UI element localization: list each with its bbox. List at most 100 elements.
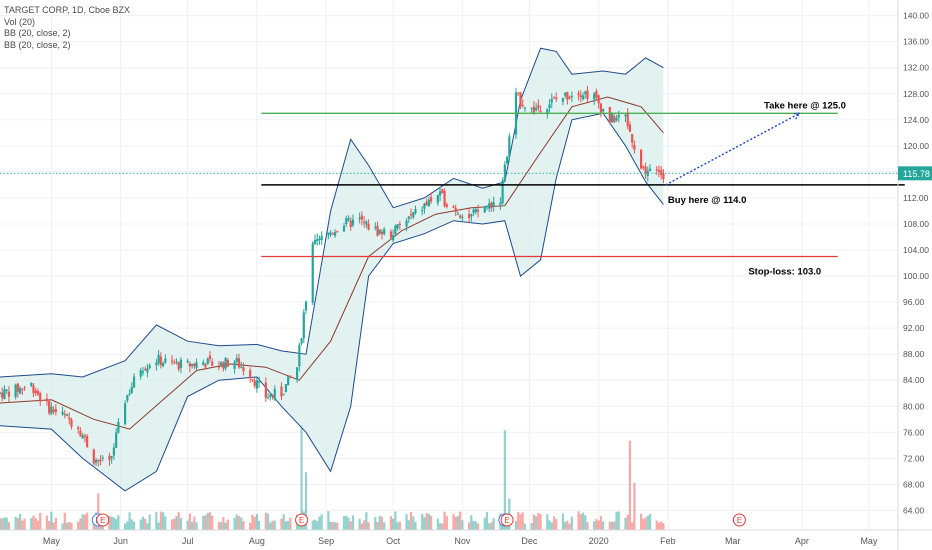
volume-bar (54, 517, 57, 530)
volume-bar (16, 518, 19, 530)
candle-body (68, 417, 71, 420)
candle-body (430, 197, 433, 202)
candle-body (363, 221, 366, 223)
bollinger-bands-layer (0, 47, 664, 492)
candle-body (132, 376, 136, 388)
candle-body (39, 393, 42, 402)
candle-body (202, 362, 205, 366)
candle-body (36, 391, 40, 395)
volume-bar (436, 518, 439, 530)
candle-body (468, 214, 471, 218)
candle-body (159, 356, 162, 366)
volume-bar (441, 523, 444, 530)
candle-body (206, 358, 209, 365)
y-tick-label: 68.00 (903, 479, 925, 489)
volume-bar (392, 518, 395, 530)
candle-body (564, 92, 567, 96)
candle-body (14, 384, 17, 398)
candle-body (577, 93, 580, 96)
candle-body (470, 214, 473, 217)
candle-body (438, 191, 442, 196)
volume-bar (224, 522, 227, 530)
candle-body (226, 359, 229, 367)
candle-body (141, 371, 145, 373)
candle-body (521, 104, 524, 107)
volume-bar (195, 522, 198, 530)
y-tick-label: 80.00 (903, 401, 925, 411)
candle-body (349, 220, 352, 227)
candle-body (459, 215, 462, 218)
candle-body (282, 394, 285, 396)
buy-level-label: Buy here @ 114.0 (668, 195, 746, 206)
volume-bar (65, 522, 69, 530)
candle-body (613, 116, 616, 123)
candle-body (30, 383, 33, 386)
candle-body (5, 389, 8, 391)
volume-bar (383, 522, 386, 530)
candle-body (648, 168, 652, 172)
candle-body (117, 421, 120, 433)
event-label: E (504, 516, 509, 525)
candle-body (490, 202, 493, 208)
volume-bar (237, 515, 241, 530)
volume-bar (365, 512, 368, 530)
volume-bar (655, 520, 658, 530)
bollinger-indicator-label-1[interactable]: BB (20, close, 2) (4, 28, 71, 38)
volume-bar (86, 512, 89, 530)
y-tick-label: 128.00 (903, 89, 929, 99)
volume-bar (564, 521, 567, 530)
volume-bar (155, 511, 158, 530)
volume-bar (470, 515, 473, 530)
candle-body (633, 144, 636, 150)
candle-body (376, 225, 379, 236)
candle-body (304, 301, 308, 311)
candle-body (255, 380, 258, 389)
candle-body (175, 361, 178, 363)
candle-body (52, 409, 55, 412)
volume-bar (599, 516, 603, 530)
candle-body (535, 107, 538, 111)
volume-bar (454, 516, 457, 530)
candle-body (546, 109, 549, 115)
candle-body (662, 173, 665, 179)
volume-bar (173, 518, 176, 530)
stop-level-label: Stop-loss: 103.0 (748, 267, 821, 278)
volume-bar (490, 522, 493, 530)
volume-bar (360, 523, 363, 530)
candle-body (233, 361, 236, 369)
volume-bar (269, 522, 272, 530)
volume-bar (409, 511, 413, 530)
candle-body (313, 239, 317, 245)
volume-bar (19, 513, 22, 530)
volume-bar (92, 523, 95, 530)
volume-bar (452, 514, 455, 530)
volume-bar (282, 514, 285, 530)
candle-body (50, 406, 53, 414)
volume-bar (318, 516, 321, 530)
volume-bar (443, 511, 446, 530)
candle-body (492, 202, 495, 207)
candle-body (441, 189, 444, 193)
volume-bar (233, 517, 236, 530)
candle-body (195, 362, 198, 368)
candle-body (360, 215, 363, 220)
candle-body (483, 207, 486, 213)
x-tick-label: May (860, 536, 878, 546)
candle-body (595, 91, 598, 98)
candle-body (499, 202, 502, 205)
volume-bar (485, 511, 489, 530)
volume-bar (304, 472, 308, 530)
events-layer: DEEDEE (91, 513, 746, 527)
volume-bar (193, 516, 196, 530)
candle-body (358, 217, 361, 220)
volume-indicator-label[interactable]: Vol (20) (4, 16, 36, 27)
x-tick-label: Dec (521, 536, 538, 546)
volume-bar (14, 516, 17, 530)
bollinger-indicator-label-2[interactable]: BB (20, close, 2) (4, 39, 71, 50)
candle-body (608, 106, 611, 123)
volume-bar (327, 511, 330, 530)
volume-bar (204, 515, 207, 530)
volume-bar (345, 515, 348, 530)
symbol-title[interactable]: TARGET CORP, 1D, Cboe BZX (4, 5, 131, 15)
